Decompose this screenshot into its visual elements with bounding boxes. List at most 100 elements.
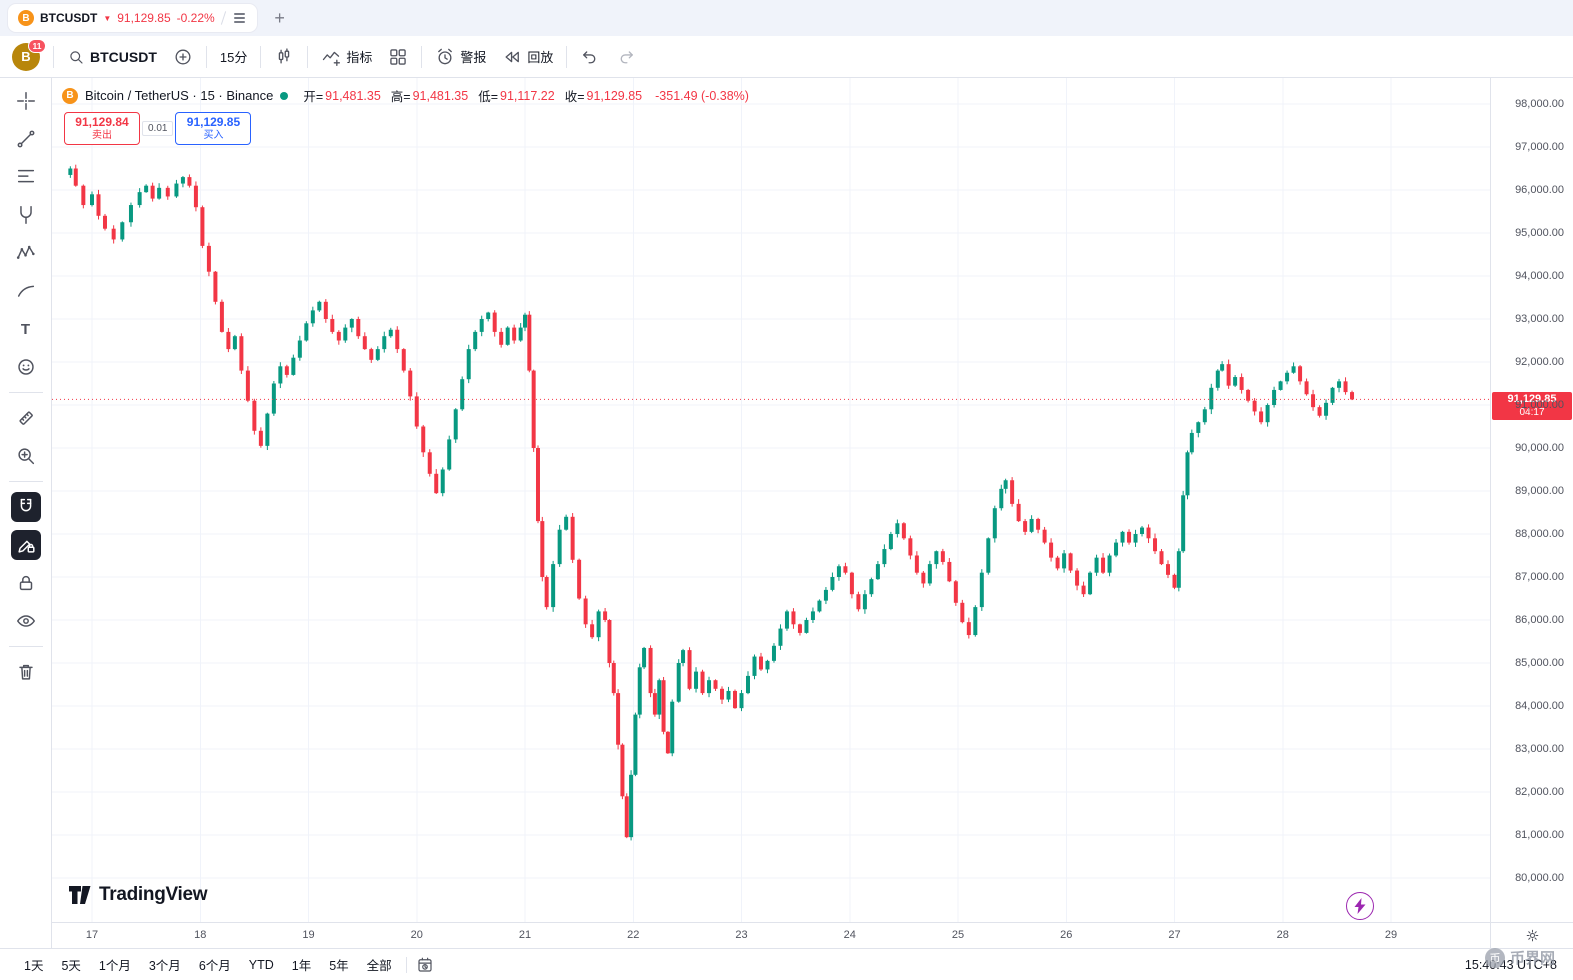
lightning-icon	[1354, 898, 1366, 914]
lock-all-drawings-tool[interactable]	[11, 568, 41, 598]
alert-button[interactable]: 警报	[427, 42, 494, 72]
toolbar-divider	[53, 45, 54, 68]
hide-all-drawings-tool[interactable]	[11, 606, 41, 636]
trend-line-tool[interactable]	[11, 124, 41, 154]
replay-label: 回放	[527, 50, 554, 65]
chart-style-button[interactable]	[266, 42, 302, 72]
price-axis-label: 94,000.00	[1515, 270, 1564, 282]
candlestick-chart[interactable]	[52, 78, 1490, 922]
toolbar-divider	[421, 45, 423, 68]
compare-add-button[interactable]	[165, 42, 201, 72]
boost-lightning-button[interactable]	[1346, 892, 1374, 920]
measure-ruler-tool[interactable]	[11, 403, 41, 433]
tab-symbol: BTCUSDT	[40, 11, 98, 25]
price-axis-label: 97,000.00	[1515, 141, 1564, 153]
buy-button[interactable]: 91,129.85 买入	[175, 112, 252, 145]
range-button[interactable]: 5天	[61, 959, 81, 973]
price-down-arrow-icon: ▼	[103, 13, 112, 23]
magnet-tool[interactable]	[10, 492, 41, 522]
price-axis[interactable]: 91,129.85 04:17 98,000.00 97,000.00 96,000…	[1490, 78, 1573, 922]
price-axis-label: 81,000.00	[1515, 829, 1564, 841]
tradingview-logo-icon	[69, 886, 91, 904]
tab-divider	[220, 11, 226, 25]
remove-all-drawings-tool[interactable]	[11, 657, 41, 687]
drawing-lock-mode-tool[interactable]	[10, 530, 41, 560]
interval-button[interactable]: 15分	[219, 50, 248, 65]
symbol-search-button[interactable]: BTCUSDT	[59, 43, 165, 71]
tab-menu-icon[interactable]	[232, 9, 247, 27]
range-button[interactable]: 1年	[291, 959, 312, 973]
price-axis-label: 95,000.00	[1515, 227, 1564, 239]
time-axis-label: 27	[1168, 929, 1181, 941]
bitcoin-icon: B	[18, 10, 34, 26]
range-button[interactable]: 全部	[366, 959, 392, 973]
date-range-switcher: 1天 5天 1个月 3个月 6个月 YTD 1年 5年 全部	[16, 952, 400, 977]
time-axis-label: 29	[1384, 929, 1398, 941]
price-axis-label: 83,000.00	[1515, 743, 1564, 755]
new-tab-button[interactable]: +	[274, 7, 285, 28]
redo-icon	[616, 47, 636, 67]
price-axis-label: 91,000.00	[1515, 399, 1564, 411]
ohlc-label: 收=	[564, 90, 585, 104]
range-button[interactable]: 1个月	[98, 959, 131, 973]
tradingview-logo[interactable]: TradingView	[68, 884, 208, 906]
price-axis-label: 92,000.00	[1515, 356, 1564, 368]
time-axis-label: 24	[843, 929, 856, 941]
toolbar-group-divider	[8, 481, 43, 482]
tab-price: 91,129.85	[117, 11, 171, 25]
chart-tab[interactable]: B BTCUSDT ▼ 91,129.85 -0.22%	[8, 4, 257, 32]
spread-value: 0.01	[142, 121, 174, 136]
ohlc-values: 开= 91,481.35 高= 91,481.35 低= 91,117.22 收= 91,12…	[295, 86, 642, 105]
price-axis-label: 93,000.00	[1515, 313, 1564, 325]
price-axis-label: 84,000.00	[1515, 700, 1564, 712]
price-axis-label: 88,000.00	[1515, 528, 1564, 540]
layout-grid-button[interactable]	[380, 42, 416, 72]
range-button[interactable]: 6个月	[198, 959, 231, 973]
ohlc-value: 91,481.35	[325, 88, 381, 103]
brush-tool[interactable]	[11, 276, 41, 306]
emoji-tool[interactable]	[11, 352, 41, 382]
fib-retracement-tool[interactable]	[11, 162, 41, 192]
axis-settings-corner[interactable]	[1490, 922, 1573, 948]
toolbar-divider	[260, 45, 262, 68]
range-button[interactable]: 5年	[329, 959, 349, 973]
search-icon	[67, 48, 85, 66]
market-status-dot	[280, 91, 289, 100]
chart-area[interactable]: B Bitcoin / TetherUS · 15 · Binance 开= 91…	[52, 78, 1490, 922]
ohlc-value: 91,481.35	[412, 88, 469, 103]
undo-button[interactable]	[572, 42, 608, 72]
crosshair-tool[interactable]	[11, 86, 41, 116]
range-button[interactable]: 3个月	[148, 959, 181, 973]
xabcd-pattern-tool[interactable]	[11, 238, 41, 268]
replay-button[interactable]: 回放	[494, 42, 561, 72]
bottom-toolbar: 1天 5天 1个月 3个月 6个月 YTD 1年 5年 全部 15:40:43 UTC+8	[0, 948, 1573, 980]
indicators-icon	[321, 47, 341, 67]
indicators-button[interactable]: 指标	[313, 42, 380, 72]
price-axis-label: 89,000.00	[1515, 485, 1564, 497]
toolbar-divider	[566, 45, 568, 68]
plus-circle-icon	[173, 47, 193, 67]
user-avatar[interactable]: B 11	[12, 38, 46, 71]
server-clock[interactable]: 15:40:43 UTC+8	[1464, 957, 1557, 972]
range-button[interactable]: YTD	[248, 957, 274, 972]
legend-title[interactable]: Bitcoin / TetherUS · 15 · Binance	[85, 88, 274, 103]
sell-button[interactable]: 91,129.84 卖出	[64, 112, 140, 145]
price-axis-label: 98,000.00	[1515, 98, 1564, 110]
ohlc-label: 低=	[478, 90, 499, 104]
time-axis-label: 17	[85, 929, 99, 941]
order-panel: 91,129.84 卖出 0.01 91,129.85 买入	[64, 112, 252, 145]
tab-strip: B BTCUSDT ▼ 91,129.85 -0.22% +	[0, 0, 1573, 36]
go-to-date-button[interactable]	[413, 953, 437, 977]
price-axis-label: 85,000.00	[1515, 657, 1564, 669]
range-button[interactable]: 1天	[24, 959, 44, 973]
redo-button[interactable]	[608, 42, 644, 72]
time-axis-label: 18	[194, 929, 207, 941]
time-axis-label: 21	[518, 929, 532, 941]
ohlc-value: 91,117.22	[500, 88, 555, 103]
zoom-in-tool[interactable]	[11, 441, 41, 471]
toolbar-divider	[307, 45, 309, 68]
time-axis[interactable]: 17 18 19 20 21 22 23 24 25 26 27 28 29	[52, 922, 1490, 948]
pitchfork-tool[interactable]	[11, 200, 41, 230]
text-tool[interactable]: T	[20, 320, 31, 338]
